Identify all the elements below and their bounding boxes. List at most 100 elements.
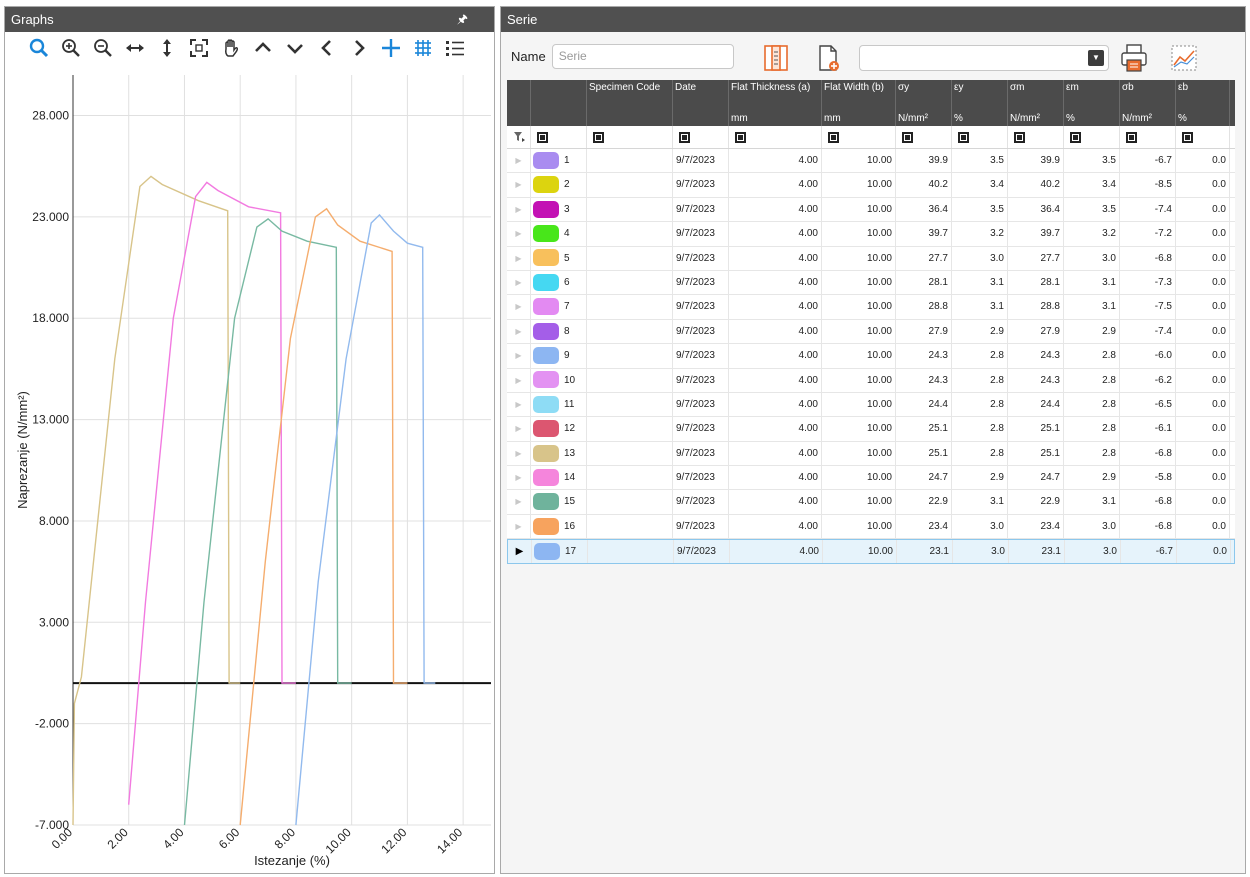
grid-button[interactable]: [407, 34, 439, 62]
cell-a[interactable]: 4.00: [729, 319, 822, 344]
cell-code[interactable]: [587, 514, 673, 539]
cell-code[interactable]: [587, 490, 673, 514]
cell-eb[interactable]: 0.0: [1176, 392, 1230, 417]
column-header[interactable]: εy%: [952, 80, 1008, 126]
cell-sb[interactable]: -6.7: [1120, 149, 1176, 173]
vertical-arrows-button[interactable]: [151, 34, 183, 62]
cell-em[interactable]: 2.8: [1064, 344, 1120, 368]
cell-sb[interactable]: -5.8: [1120, 466, 1176, 490]
cell-ey[interactable]: 3.0: [952, 246, 1008, 270]
cell-sb[interactable]: -6.8: [1120, 441, 1176, 466]
cell-sb[interactable]: -6.8: [1120, 490, 1176, 514]
crosshair-plus-button[interactable]: [375, 34, 407, 62]
cell-b[interactable]: 10.00: [822, 295, 896, 319]
cell-date[interactable]: 9/7/2023: [673, 490, 729, 514]
cell-b[interactable]: 10.00: [822, 514, 896, 539]
cell-code[interactable]: [587, 295, 673, 319]
zoom-out-button[interactable]: [87, 34, 119, 62]
filter-checkbox-icon[interactable]: [679, 131, 690, 143]
cell-sm[interactable]: 24.7: [1008, 466, 1064, 490]
column-filter-toggle[interactable]: [531, 126, 587, 148]
cell-sb[interactable]: -7.4: [1120, 319, 1176, 344]
cell-sb[interactable]: -6.8: [1120, 246, 1176, 270]
row-indicator-icon[interactable]: ▶: [507, 368, 531, 392]
cell-date[interactable]: 9/7/2023: [673, 368, 729, 392]
cell-sm[interactable]: 23.4: [1008, 514, 1064, 539]
cell-sy[interactable]: 24.7: [896, 466, 952, 490]
column-filter-toggle[interactable]: [1064, 126, 1120, 148]
column-header[interactable]: Specimen Code: [587, 80, 673, 126]
table-row[interactable]: ▶ 15 9/7/2023 4.00 10.00 22.9 3.1 22.9 3.1 -6.8 0.…: [507, 490, 1235, 515]
cell-sm[interactable]: 27.7: [1008, 246, 1064, 270]
cell-sm[interactable]: 25.1: [1008, 417, 1064, 441]
legend-list-button[interactable]: [439, 34, 471, 62]
row-indicator-icon[interactable]: ▶: [507, 270, 531, 295]
cell-b[interactable]: 10.00: [822, 246, 896, 270]
color-swatch[interactable]: [534, 543, 560, 561]
fit-screen-button[interactable]: [183, 34, 215, 62]
cell-ey[interactable]: 3.1: [952, 295, 1008, 319]
filter-checkbox-icon[interactable]: [958, 131, 969, 143]
cell-eb[interactable]: 0.0: [1176, 222, 1230, 246]
cell-sm[interactable]: 39.9: [1008, 149, 1064, 173]
table-row[interactable]: ▶ 11 9/7/2023 4.00 10.00 24.4 2.8 24.4 2.8 -6.5 0.…: [507, 392, 1235, 418]
filter-checkbox-icon[interactable]: [1014, 131, 1025, 143]
table-row[interactable]: ▶ 9 9/7/2023 4.00 10.00 24.3 2.8 24.3 2.8 -6.0 0.0: [507, 344, 1235, 369]
column-header[interactable]: εm%: [1064, 80, 1120, 126]
cell-sm[interactable]: 25.1: [1008, 441, 1064, 466]
color-swatch[interactable]: [533, 444, 559, 462]
cell-sb[interactable]: -7.5: [1120, 295, 1176, 319]
cell-b[interactable]: 10.00: [822, 173, 896, 197]
cell-ey[interactable]: 2.8: [952, 392, 1008, 417]
chevron-right-button[interactable]: [343, 34, 375, 62]
specimen-color-cell[interactable]: 8: [531, 319, 587, 344]
filter-checkbox-icon[interactable]: [735, 131, 746, 143]
cell-sm[interactable]: 23.1: [1009, 540, 1065, 563]
cell-b[interactable]: 10.00: [822, 490, 896, 514]
pan-hand-button[interactable]: [215, 34, 247, 62]
cell-code[interactable]: [587, 441, 673, 466]
cell-sb[interactable]: -8.5: [1120, 173, 1176, 197]
cell-ey[interactable]: 3.1: [952, 270, 1008, 295]
cell-a[interactable]: 4.00: [729, 417, 822, 441]
cell-b[interactable]: 10.00: [823, 540, 897, 563]
specimen-color-cell[interactable]: 6: [531, 270, 587, 295]
color-swatch[interactable]: [533, 420, 559, 438]
specimen-color-cell[interactable]: 11: [531, 392, 587, 417]
cell-sb[interactable]: -7.3: [1120, 270, 1176, 295]
cell-date[interactable]: 9/7/2023: [673, 514, 729, 539]
cell-date[interactable]: 9/7/2023: [673, 319, 729, 344]
cell-ey[interactable]: 3.0: [953, 540, 1009, 563]
column-filter-toggle[interactable]: [1120, 126, 1176, 148]
cell-date[interactable]: 9/7/2023: [673, 392, 729, 417]
cell-b[interactable]: 10.00: [822, 417, 896, 441]
cell-eb[interactable]: 0.0: [1176, 295, 1230, 319]
color-swatch[interactable]: [533, 395, 559, 413]
cell-em[interactable]: 2.8: [1064, 441, 1120, 466]
cell-a[interactable]: 4.00: [729, 441, 822, 466]
cell-ey[interactable]: 3.5: [952, 197, 1008, 222]
cell-eb[interactable]: 0.0: [1176, 514, 1230, 539]
row-indicator-icon[interactable]: ▶: [507, 149, 531, 173]
serie-combo[interactable]: ▼: [859, 45, 1109, 71]
chevron-up-button[interactable]: [247, 34, 279, 62]
cell-code[interactable]: [587, 270, 673, 295]
cell-b[interactable]: 10.00: [822, 344, 896, 368]
cell-date[interactable]: 9/7/2023: [673, 149, 729, 173]
color-swatch[interactable]: [533, 468, 559, 486]
cell-code[interactable]: [587, 392, 673, 417]
specimen-color-cell[interactable]: 3: [531, 197, 587, 222]
table-row[interactable]: ▶ 5 9/7/2023 4.00 10.00 27.7 3.0 27.7 3.0 -6.8 0.0: [507, 246, 1235, 271]
cell-sb[interactable]: -6.5: [1120, 392, 1176, 417]
cell-b[interactable]: 10.00: [822, 392, 896, 417]
cell-sb[interactable]: -6.2: [1120, 368, 1176, 392]
cell-sb[interactable]: -6.8: [1120, 514, 1176, 539]
column-filter-toggle[interactable]: [1176, 126, 1230, 148]
cell-eb[interactable]: 0.0: [1176, 319, 1230, 344]
color-swatch[interactable]: [533, 249, 559, 267]
color-swatch[interactable]: [533, 371, 559, 389]
cell-sm[interactable]: 24.4: [1008, 392, 1064, 417]
cell-ey[interactable]: 2.8: [952, 344, 1008, 368]
cell-b[interactable]: 10.00: [822, 149, 896, 173]
cell-b[interactable]: 10.00: [822, 197, 896, 222]
